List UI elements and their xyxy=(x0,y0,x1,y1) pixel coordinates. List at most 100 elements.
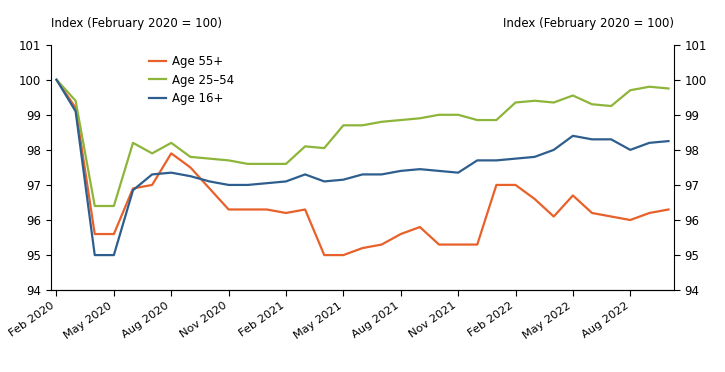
Age 55+ xyxy=(128,186,137,191)
Age 25–54 xyxy=(358,123,367,128)
Age 16+ xyxy=(281,179,290,184)
Age 16+ xyxy=(550,148,558,152)
Age 25–54 xyxy=(377,119,386,124)
Age 55+ xyxy=(607,214,616,219)
Line: Age 55+: Age 55+ xyxy=(57,80,668,255)
Age 55+ xyxy=(550,214,558,219)
Age 16+ xyxy=(473,158,481,163)
Age 25–54 xyxy=(71,99,80,103)
Age 55+ xyxy=(415,225,424,229)
Age 25–54 xyxy=(148,151,157,155)
Age 25–54 xyxy=(568,93,577,98)
Age 25–54 xyxy=(224,158,233,163)
Age 16+ xyxy=(205,179,214,184)
Age 16+ xyxy=(492,158,501,163)
Age 16+ xyxy=(435,169,444,173)
Age 55+ xyxy=(109,232,118,236)
Age 16+ xyxy=(454,170,463,175)
Age 55+ xyxy=(224,207,233,212)
Age 55+ xyxy=(530,197,539,201)
Age 55+ xyxy=(568,193,577,198)
Age 25–54 xyxy=(339,123,348,128)
Age 55+ xyxy=(320,253,328,257)
Age 55+ xyxy=(473,242,481,247)
Age 25–54 xyxy=(626,88,634,93)
Age 55+ xyxy=(645,211,654,215)
Line: Age 25–54: Age 25–54 xyxy=(57,80,668,206)
Age 55+ xyxy=(186,165,195,170)
Age 25–54 xyxy=(415,116,424,121)
Age 25–54 xyxy=(645,84,654,89)
Age 16+ xyxy=(358,172,367,177)
Age 16+ xyxy=(645,141,654,145)
Age 25–54 xyxy=(128,141,137,145)
Age 55+ xyxy=(397,232,405,236)
Age 55+ xyxy=(148,183,157,187)
Line: Age 16+: Age 16+ xyxy=(57,80,668,255)
Age 55+ xyxy=(205,186,214,191)
Age 25–54 xyxy=(244,162,252,166)
Age 16+ xyxy=(607,137,616,142)
Age 16+ xyxy=(224,183,233,187)
Age 55+ xyxy=(454,242,463,247)
Age 25–54 xyxy=(205,156,214,161)
Text: Index (February 2020 = 100): Index (February 2020 = 100) xyxy=(503,17,674,30)
Age 25–54 xyxy=(454,113,463,117)
Age 16+ xyxy=(530,155,539,159)
Age 55+ xyxy=(626,218,634,222)
Age 25–54 xyxy=(550,100,558,105)
Age 55+ xyxy=(52,77,61,82)
Age 25–54 xyxy=(530,99,539,103)
Age 55+ xyxy=(91,232,99,236)
Age 16+ xyxy=(626,148,634,152)
Age 25–54 xyxy=(186,155,195,159)
Text: Index (February 2020 = 100): Index (February 2020 = 100) xyxy=(51,17,222,30)
Age 55+ xyxy=(664,207,673,212)
Age 16+ xyxy=(339,177,348,182)
Age 16+ xyxy=(568,134,577,138)
Age 16+ xyxy=(52,77,61,82)
Age 16+ xyxy=(262,181,271,185)
Age 16+ xyxy=(109,253,118,257)
Age 25–54 xyxy=(320,146,328,150)
Age 25–54 xyxy=(664,86,673,91)
Age 25–54 xyxy=(167,141,175,145)
Age 55+ xyxy=(358,246,367,250)
Age 16+ xyxy=(511,156,520,161)
Age 16+ xyxy=(128,188,137,192)
Age 16+ xyxy=(186,174,195,179)
Age 55+ xyxy=(301,207,310,212)
Age 25–54 xyxy=(301,144,310,148)
Age 25–54 xyxy=(397,118,405,122)
Age 25–54 xyxy=(435,113,444,117)
Age 16+ xyxy=(377,172,386,177)
Age 16+ xyxy=(71,109,80,113)
Age 25–54 xyxy=(91,204,99,208)
Age 55+ xyxy=(167,151,175,155)
Age 16+ xyxy=(244,183,252,187)
Age 55+ xyxy=(511,183,520,187)
Legend: Age 55+, Age 25–54, Age 16+: Age 55+, Age 25–54, Age 16+ xyxy=(144,51,239,110)
Age 25–54 xyxy=(109,204,118,208)
Age 55+ xyxy=(281,211,290,215)
Age 25–54 xyxy=(511,100,520,105)
Age 16+ xyxy=(664,139,673,143)
Age 55+ xyxy=(71,106,80,110)
Age 25–54 xyxy=(607,104,616,108)
Age 25–54 xyxy=(52,77,61,82)
Age 55+ xyxy=(339,253,348,257)
Age 16+ xyxy=(588,137,597,142)
Age 16+ xyxy=(320,179,328,184)
Age 55+ xyxy=(435,242,444,247)
Age 16+ xyxy=(148,172,157,177)
Age 25–54 xyxy=(588,102,597,106)
Age 25–54 xyxy=(281,162,290,166)
Age 55+ xyxy=(244,207,252,212)
Age 55+ xyxy=(588,211,597,215)
Age 16+ xyxy=(415,167,424,171)
Age 55+ xyxy=(492,183,501,187)
Age 25–54 xyxy=(492,118,501,122)
Age 16+ xyxy=(91,253,99,257)
Age 16+ xyxy=(301,172,310,177)
Age 55+ xyxy=(377,242,386,247)
